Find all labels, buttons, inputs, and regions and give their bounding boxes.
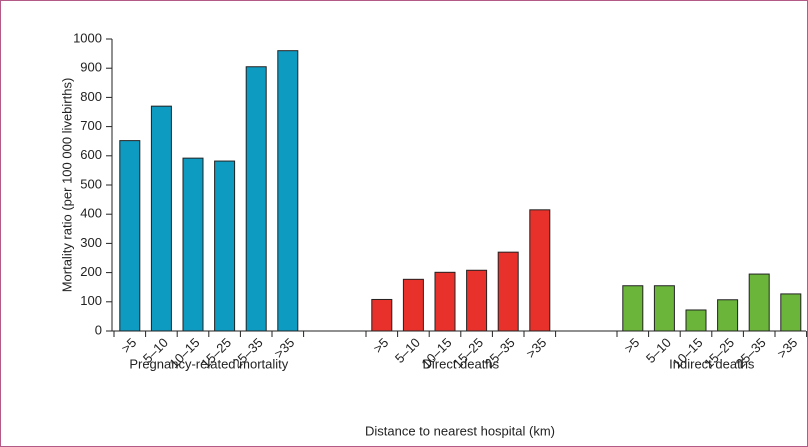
group-label: Indirect deaths	[669, 356, 755, 371]
y-tick-label: 900	[80, 60, 102, 75]
bar	[497, 251, 519, 332]
bar	[182, 157, 204, 332]
y-tick-label: 700	[80, 118, 102, 133]
bar	[371, 298, 393, 332]
x-tick-label: >35	[523, 335, 549, 361]
bar	[780, 293, 802, 332]
x-axis-label: Distance to nearest hospital (km)	[365, 423, 555, 438]
bar	[717, 299, 739, 332]
bar	[119, 140, 141, 332]
x-tick-label: >5	[621, 335, 642, 356]
y-tick-label: 400	[80, 206, 102, 221]
bar	[245, 66, 267, 332]
y-axis-label: Mortality ratio (per 100 000 livebirths)	[59, 78, 74, 293]
y-tick-label: 200	[80, 264, 102, 279]
y-tick-label: 100	[80, 293, 102, 308]
bar	[685, 309, 707, 332]
bar	[466, 269, 488, 332]
bar	[277, 50, 299, 332]
x-tick-label: >5	[118, 335, 139, 356]
x-tick-label: >35	[774, 335, 800, 361]
y-tick-label: 1000	[73, 30, 102, 45]
x-tick-label: >5	[370, 335, 391, 356]
bar	[529, 209, 551, 332]
bar	[622, 285, 644, 332]
bar	[150, 105, 172, 332]
bar	[402, 278, 424, 332]
y-tick-label: 600	[80, 147, 102, 162]
y-tick-label: 300	[80, 235, 102, 250]
bar	[653, 285, 675, 332]
y-tick-label: 800	[80, 89, 102, 104]
y-tick-label: 500	[80, 176, 102, 191]
bar	[434, 271, 456, 332]
group-label: Pregnancy-related mortality	[129, 356, 288, 371]
y-tick-label: 0	[95, 322, 102, 337]
bar	[214, 160, 236, 332]
bar	[748, 273, 770, 332]
group-label: Direct deaths	[423, 356, 500, 371]
